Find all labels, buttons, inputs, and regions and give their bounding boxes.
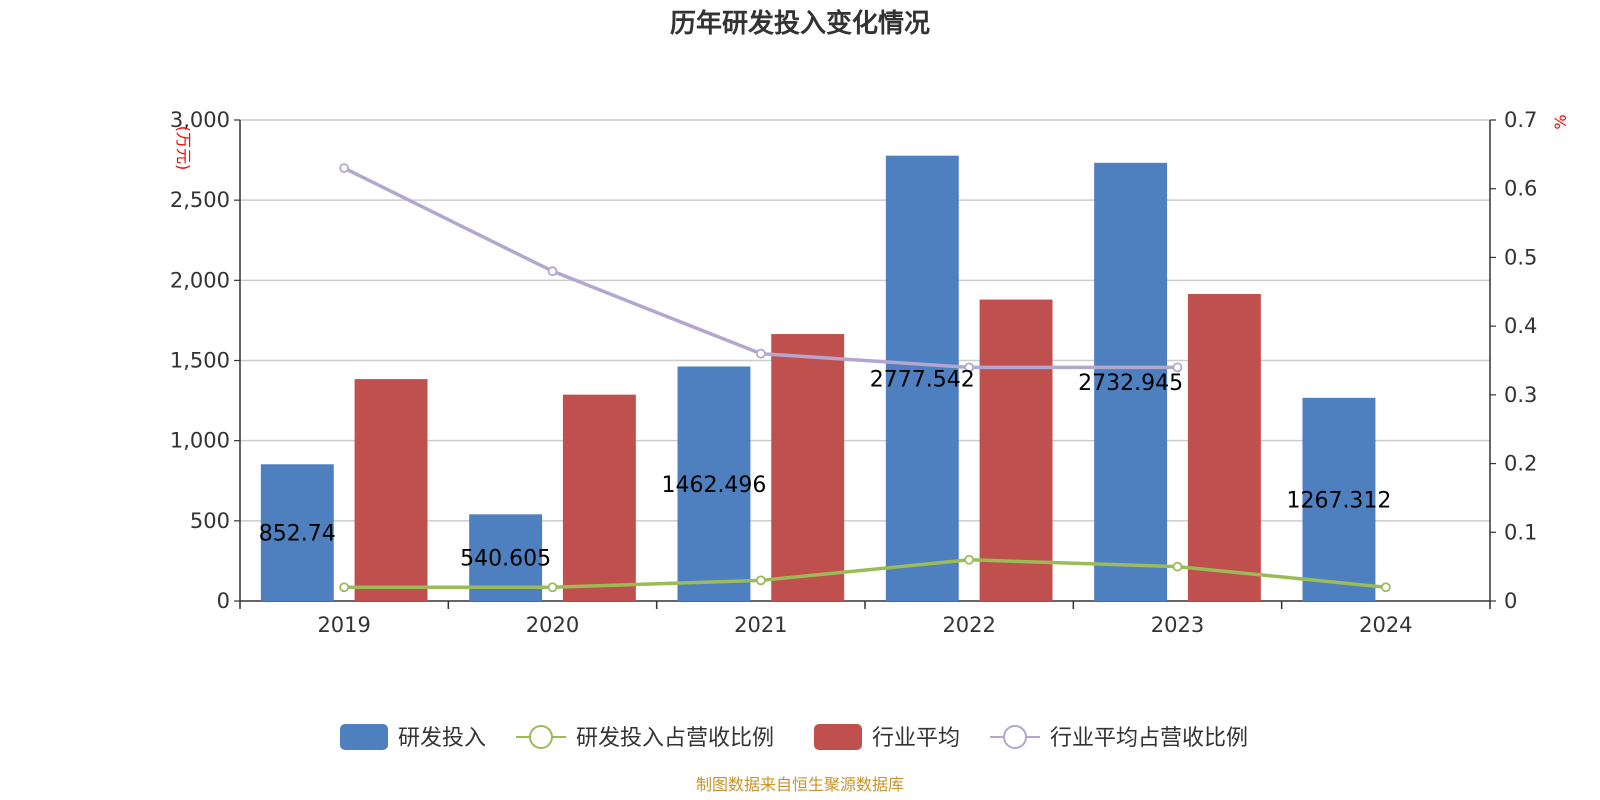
bar-industry-average <box>979 299 1053 601</box>
y-left-tick-label: 2,000 <box>170 268 230 292</box>
y-left-tick-label: 0 <box>217 589 230 613</box>
y-right-tick-label: 0 <box>1504 589 1517 613</box>
y-right-tick-label: 0.1 <box>1504 520 1537 544</box>
line-rd-ratio-point <box>1172 561 1183 572</box>
bar-data-label: 852.74 <box>259 522 336 547</box>
y-left-unit: (万元) <box>174 126 193 171</box>
y-left-tick-label: 1,000 <box>170 429 230 453</box>
bar-industry-average <box>562 394 636 601</box>
line-rd-ratio-point <box>755 575 766 586</box>
bar-industry-average <box>1187 293 1261 601</box>
bar-rd-investment <box>260 464 334 601</box>
lines <box>339 163 1391 593</box>
y-right-tick-label: 0.6 <box>1504 177 1537 201</box>
bar-rd-investment <box>885 155 959 602</box>
line-rd-ratio-point <box>547 582 558 593</box>
line-industry-ratio-point <box>1172 362 1183 373</box>
legend-swatch-marker <box>1003 725 1027 749</box>
bar-data-label: 1462.496 <box>661 473 766 498</box>
bar-data-label: 1267.312 <box>1286 488 1391 513</box>
y-left-tick-label: 500 <box>190 509 230 533</box>
chart-title: 历年研发投入变化情况 <box>670 8 930 39</box>
y-left-tick-label: 2,500 <box>170 188 230 212</box>
bar-industry-average <box>771 334 845 601</box>
legend-label: 行业平均占营收比例 <box>1050 726 1248 751</box>
line-industry-ratio-point <box>964 362 975 373</box>
axes: 0 500 1,000 1,500 2,000 2,500 3,000 0 0.1 0.2 0.3 0… <box>170 108 1570 637</box>
bar-rd-investment <box>1302 397 1376 601</box>
bar-data-label: 2732.945 <box>1078 371 1183 396</box>
legend-swatch <box>340 724 388 750</box>
source-note: 制图数据来自恒生聚源数据库 <box>696 775 904 794</box>
legend-swatch-marker <box>529 725 553 749</box>
line-rd-ratio-point <box>1380 582 1391 593</box>
x-tick-label: 2024 <box>1359 613 1412 637</box>
y-left-tick-label: 3,000 <box>170 108 230 132</box>
line-rd-ratio <box>344 558 1387 590</box>
y-left-tick-label: 1,500 <box>170 349 230 373</box>
y-right-tick-label: 0.7 <box>1504 108 1537 132</box>
y-right-tick-label: 0.2 <box>1504 452 1537 476</box>
line-industry-ratio-point <box>755 348 766 359</box>
y-right-tick-label: 0.4 <box>1504 314 1537 338</box>
x-tick-label: 2019 <box>317 613 370 637</box>
y-right-unit: % <box>1551 114 1570 129</box>
y-right-tick-label: 0.5 <box>1504 245 1537 269</box>
x-tick-label: 2021 <box>734 613 787 637</box>
x-tick-label: 2020 <box>526 613 579 637</box>
x-tick-label: 2022 <box>942 613 995 637</box>
x-tick-label: 2023 <box>1151 613 1204 637</box>
line-rd-ratio-point <box>339 582 350 593</box>
y-right-tick-label: 0.3 <box>1504 383 1537 407</box>
bar-rd-investment <box>1094 162 1168 602</box>
legend-label: 行业平均 <box>872 726 960 751</box>
line-industry-ratio-point <box>339 163 350 174</box>
bar-data-label: 540.605 <box>460 547 551 572</box>
legend: 研发投入 研发投入占营收比例 行业平均 行业平均占营收比例 <box>340 724 1248 751</box>
bars <box>260 155 1376 602</box>
line-rd-ratio-point <box>964 554 975 565</box>
bar-industry-average <box>354 379 428 601</box>
legend-label: 研发投入占营收比例 <box>576 726 774 751</box>
bar-data-label: 2777.542 <box>870 367 975 392</box>
data-labels: 852.74 540.605 1462.496 2777.542 2732.945 126… <box>259 367 1392 571</box>
legend-label: 研发投入 <box>398 726 486 751</box>
bar-rd-investment <box>677 366 751 601</box>
legend-swatch <box>814 724 862 750</box>
line-industry-ratio-point <box>547 266 558 277</box>
